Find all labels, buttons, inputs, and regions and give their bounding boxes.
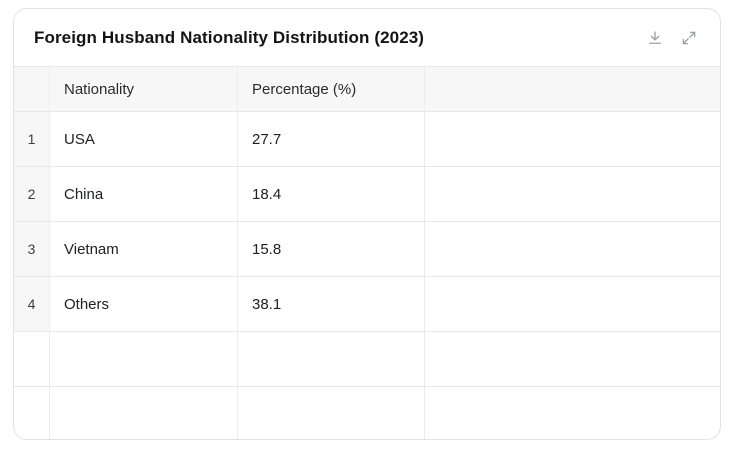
empty-cell	[425, 332, 720, 387]
row-index-cell	[14, 332, 50, 387]
empty-cell	[425, 112, 720, 167]
table-empty-row	[14, 332, 720, 387]
percentage-cell	[238, 387, 425, 439]
empty-cell	[425, 277, 720, 332]
header-empty-cell	[425, 67, 720, 112]
nationality-cell: USA	[50, 112, 238, 167]
page-title: Foreign Husband Nationality Distribution…	[34, 27, 425, 47]
header-percentage-cell: Percentage (%)	[238, 67, 425, 112]
empty-cell	[425, 387, 720, 439]
nationality-cell: Vietnam	[50, 222, 238, 277]
header-nationality-cell: Nationality	[50, 67, 238, 112]
header-index-cell	[14, 67, 50, 112]
row-index-cell: 4	[14, 277, 50, 332]
table-widget-card: Foreign Husband Nationality Distribution…	[13, 8, 721, 440]
percentage-cell: 15.8	[238, 222, 425, 277]
toolbar	[646, 29, 698, 47]
data-table: Nationality Percentage (%) 1 USA 27.7 2 Chin…	[14, 66, 720, 439]
percentage-cell: 18.4	[238, 167, 425, 222]
percentage-cell: 38.1	[238, 277, 425, 332]
title-bar: Foreign Husband Nationality Distribution…	[14, 9, 720, 66]
table-row: 2 China 18.4	[14, 167, 720, 222]
nationality-cell: Others	[50, 277, 238, 332]
percentage-cell	[238, 332, 425, 387]
percentage-cell: 27.7	[238, 112, 425, 167]
expand-icon	[682, 31, 696, 44]
table-row: 3 Vietnam 15.8	[14, 222, 720, 277]
table-row: 4 Others 38.1	[14, 277, 720, 332]
row-index-cell: 1	[14, 112, 50, 167]
row-index-cell: 2	[14, 167, 50, 222]
table-header-row: Nationality Percentage (%)	[14, 67, 720, 112]
row-index-cell	[14, 387, 50, 439]
table-row: 1 USA 27.7	[14, 112, 720, 167]
row-index-cell: 3	[14, 222, 50, 277]
empty-cell	[425, 167, 720, 222]
expand-button[interactable]	[680, 29, 698, 47]
nationality-cell: China	[50, 167, 238, 222]
nationality-cell	[50, 387, 238, 439]
nationality-cell	[50, 332, 238, 387]
empty-cell	[425, 222, 720, 277]
download-icon	[649, 30, 661, 44]
table-body: 1 USA 27.7 2 China 18.4 3 Vietnam 15.8 4 Others 38.…	[14, 112, 720, 439]
table-empty-row	[14, 387, 720, 439]
download-button[interactable]	[646, 29, 664, 47]
